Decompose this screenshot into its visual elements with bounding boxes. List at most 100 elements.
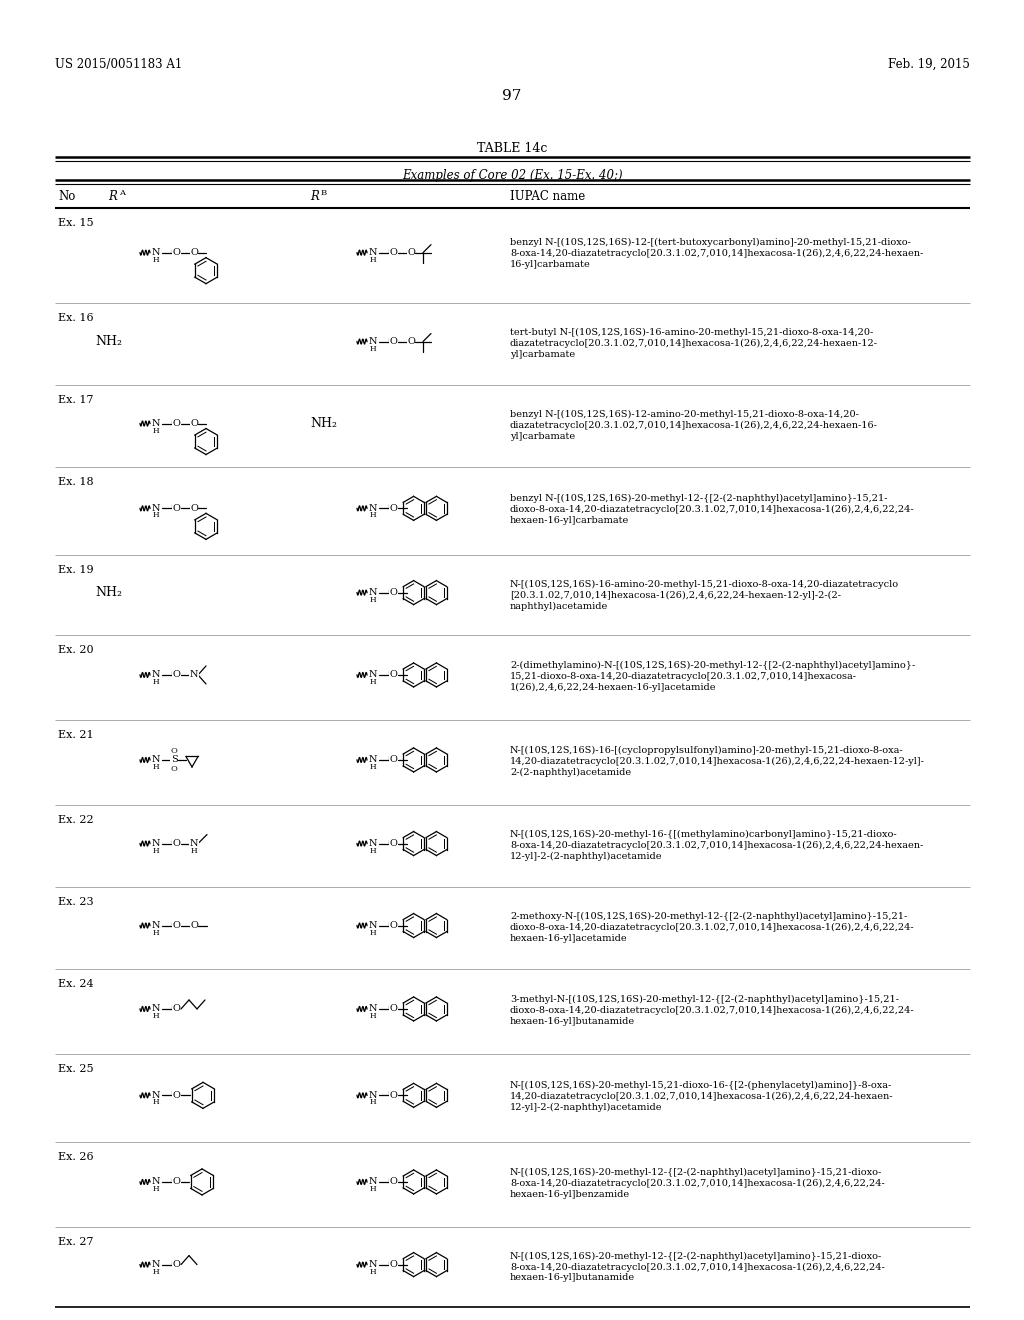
Text: N: N xyxy=(369,921,377,931)
Text: Ex. 26: Ex. 26 xyxy=(58,1152,93,1162)
Text: N-[(10S,12S,16S)-20-methyl-16-{[(methylamino)carbonyl]amino}-15,21-dioxo-: N-[(10S,12S,16S)-20-methyl-16-{[(methyla… xyxy=(510,830,898,840)
Text: hexaen-16-yl]butanamide: hexaen-16-yl]butanamide xyxy=(510,1018,635,1026)
Text: dioxo-8-oxa-14,20-diazatetracyclo[20.3.1.02,7,010,14]hexacosa-1(26),2,4,6,22,24-: dioxo-8-oxa-14,20-diazatetracyclo[20.3.1… xyxy=(510,506,914,515)
Text: H: H xyxy=(370,928,376,937)
Text: H: H xyxy=(153,1185,160,1193)
Text: 15,21-dioxo-8-oxa-14,20-diazatetracyclo[20.3.1.02,7,010,14]hexacosa-: 15,21-dioxo-8-oxa-14,20-diazatetracyclo[… xyxy=(510,672,857,681)
Text: N: N xyxy=(369,504,377,513)
Text: N: N xyxy=(152,1261,160,1269)
Text: O: O xyxy=(172,671,180,680)
Text: B: B xyxy=(321,189,327,197)
Text: 8-oxa-14,20-diazatetracyclo[20.3.1.02,7,010,14]hexacosa-1(26),2,4,6,22,24-hexaen: 8-oxa-14,20-diazatetracyclo[20.3.1.02,7,… xyxy=(510,841,924,850)
Text: benzyl N-[(10S,12S,16S)-20-methyl-12-{[2-(2-naphthyl)acetyl]amino}-15,21-: benzyl N-[(10S,12S,16S)-20-methyl-12-{[2… xyxy=(510,494,888,503)
Text: A: A xyxy=(119,189,125,197)
Text: H: H xyxy=(153,846,160,854)
Text: O: O xyxy=(190,418,198,428)
Text: hexaen-16-yl]butanamide: hexaen-16-yl]butanamide xyxy=(510,1274,635,1283)
Text: O: O xyxy=(408,337,415,346)
Text: hexaen-16-yl]carbamate: hexaen-16-yl]carbamate xyxy=(510,516,630,525)
Text: N: N xyxy=(369,589,377,597)
Text: H: H xyxy=(370,678,376,686)
Text: O: O xyxy=(389,1005,397,1014)
Text: US 2015/0051183 A1: US 2015/0051183 A1 xyxy=(55,58,182,71)
Text: N-[(10S,12S,16S)-16-amino-20-methyl-15,21-dioxo-8-oxa-14,20-diazatetracyclo: N-[(10S,12S,16S)-16-amino-20-methyl-15,2… xyxy=(510,579,899,589)
Text: O: O xyxy=(172,504,180,513)
Text: N: N xyxy=(152,671,160,680)
Text: NH₂: NH₂ xyxy=(95,586,122,599)
Text: O: O xyxy=(389,248,397,257)
Text: N: N xyxy=(152,248,160,257)
Text: O: O xyxy=(408,248,415,257)
Text: Ex. 16: Ex. 16 xyxy=(58,313,93,323)
Text: O: O xyxy=(389,671,397,680)
Text: N: N xyxy=(369,248,377,257)
Text: 12-yl]-2-(2-naphthyl)acetamide: 12-yl]-2-(2-naphthyl)acetamide xyxy=(510,1104,663,1113)
Text: 12-yl]-2-(2-naphthyl)acetamide: 12-yl]-2-(2-naphthyl)acetamide xyxy=(510,853,663,861)
Text: R: R xyxy=(310,190,318,203)
Text: Ex. 20: Ex. 20 xyxy=(58,645,93,655)
Text: H: H xyxy=(370,345,376,352)
Text: O: O xyxy=(172,921,180,931)
Text: O: O xyxy=(172,418,180,428)
Text: H: H xyxy=(153,256,160,264)
Text: O: O xyxy=(172,1261,180,1269)
Text: NH₂: NH₂ xyxy=(95,335,122,348)
Text: H: H xyxy=(190,846,198,854)
Text: N: N xyxy=(152,418,160,428)
Text: O: O xyxy=(172,1090,180,1100)
Text: N: N xyxy=(152,1005,160,1014)
Text: IUPAC name: IUPAC name xyxy=(510,190,586,203)
Text: O: O xyxy=(190,248,198,257)
Text: O: O xyxy=(172,1177,180,1187)
Text: Feb. 19, 2015: Feb. 19, 2015 xyxy=(888,58,970,71)
Text: 14,20-diazatetracyclo[20.3.1.02,7,010,14]hexacosa-1(26),2,4,6,22,24-hexaen-12-yl: 14,20-diazatetracyclo[20.3.1.02,7,010,14… xyxy=(510,758,925,767)
Text: O: O xyxy=(389,589,397,597)
Text: Ex. 19: Ex. 19 xyxy=(58,565,93,576)
Text: H: H xyxy=(153,1012,160,1020)
Text: O: O xyxy=(389,1090,397,1100)
Text: Ex. 21: Ex. 21 xyxy=(58,730,93,741)
Text: TABLE 14c: TABLE 14c xyxy=(477,143,547,154)
Text: H: H xyxy=(370,256,376,264)
Text: H: H xyxy=(370,1185,376,1193)
Text: 1(26),2,4,6,22,24-hexaen-16-yl]acetamide: 1(26),2,4,6,22,24-hexaen-16-yl]acetamide xyxy=(510,684,717,692)
Text: 8-oxa-14,20-diazatetracyclo[20.3.1.02,7,010,14]hexacosa-1(26),2,4,6,22,24-: 8-oxa-14,20-diazatetracyclo[20.3.1.02,7,… xyxy=(510,1262,885,1271)
Text: H: H xyxy=(370,1012,376,1020)
Text: 2-(2-naphthyl)acetamide: 2-(2-naphthyl)acetamide xyxy=(510,768,631,777)
Text: N: N xyxy=(152,504,160,513)
Text: NH₂: NH₂ xyxy=(310,417,337,430)
Text: N: N xyxy=(152,1177,160,1187)
Text: benzyl N-[(10S,12S,16S)-12-[(tert-butoxycarbonyl)amino]-20-methyl-15,21-dioxo-: benzyl N-[(10S,12S,16S)-12-[(tert-butoxy… xyxy=(510,238,911,247)
Text: N-[(10S,12S,16S)-20-methyl-12-{[2-(2-naphthyl)acetyl]amino}-15,21-dioxo-: N-[(10S,12S,16S)-20-methyl-12-{[2-(2-nap… xyxy=(510,1168,883,1177)
Text: N: N xyxy=(369,1261,377,1269)
Text: N: N xyxy=(369,1177,377,1187)
Text: Ex. 15: Ex. 15 xyxy=(58,218,93,228)
Text: Ex. 27: Ex. 27 xyxy=(58,1237,93,1247)
Text: H: H xyxy=(370,511,376,519)
Text: H: H xyxy=(153,678,160,686)
Text: [20.3.1.02,7,010,14]hexacosa-1(26),2,4,6,22,24-hexaen-12-yl]-2-(2-: [20.3.1.02,7,010,14]hexacosa-1(26),2,4,6… xyxy=(510,590,841,599)
Text: H: H xyxy=(370,846,376,854)
Text: Ex. 17: Ex. 17 xyxy=(58,395,93,405)
Text: H: H xyxy=(153,928,160,937)
Text: H: H xyxy=(370,595,376,603)
Text: O: O xyxy=(389,504,397,513)
Text: hexaen-16-yl]benzamide: hexaen-16-yl]benzamide xyxy=(510,1191,630,1199)
Text: N-[(10S,12S,16S)-16-[(cyclopropylsulfonyl)amino]-20-methyl-15,21-dioxo-8-oxa-: N-[(10S,12S,16S)-16-[(cyclopropylsulfony… xyxy=(510,746,903,755)
Text: yl]carbamate: yl]carbamate xyxy=(510,432,575,441)
Text: O: O xyxy=(389,1177,397,1187)
Text: N: N xyxy=(152,1090,160,1100)
Text: dioxo-8-oxa-14,20-diazatetracyclo[20.3.1.02,7,010,14]hexacosa-1(26),2,4,6,22,24-: dioxo-8-oxa-14,20-diazatetracyclo[20.3.1… xyxy=(510,923,914,932)
Text: O: O xyxy=(389,1261,397,1269)
Text: N: N xyxy=(369,840,377,847)
Text: O: O xyxy=(172,840,180,847)
Text: H: H xyxy=(153,1098,160,1106)
Text: N: N xyxy=(369,755,377,764)
Text: benzyl N-[(10S,12S,16S)-12-amino-20-methyl-15,21-dioxo-8-oxa-14,20-: benzyl N-[(10S,12S,16S)-12-amino-20-meth… xyxy=(510,411,859,420)
Text: N: N xyxy=(369,671,377,680)
Text: hexaen-16-yl]acetamide: hexaen-16-yl]acetamide xyxy=(510,935,628,944)
Text: H: H xyxy=(153,426,160,434)
Text: R: R xyxy=(108,190,117,203)
Text: O: O xyxy=(190,921,198,931)
Text: H: H xyxy=(370,1267,376,1275)
